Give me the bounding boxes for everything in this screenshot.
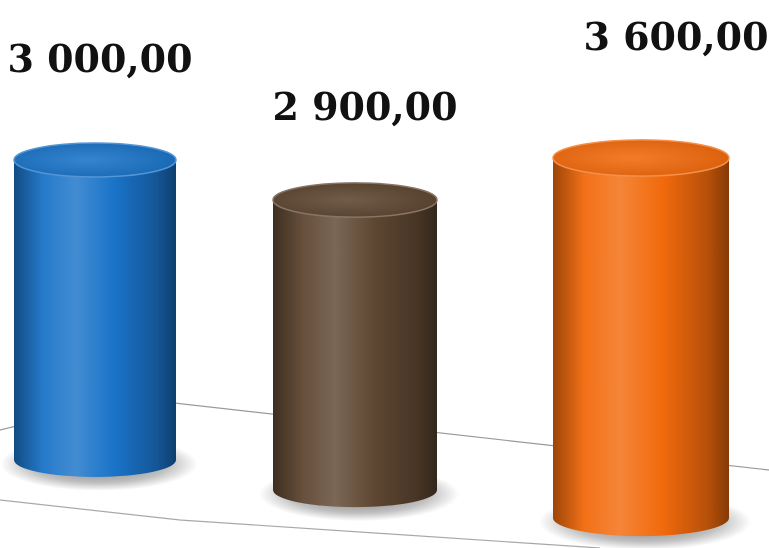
- bar-body: [553, 158, 729, 537]
- bar-1: [0, 142, 198, 491]
- bars: [0, 139, 751, 548]
- bar-top: [552, 139, 730, 177]
- bar-top: [272, 182, 438, 218]
- data-labels: 3 000,00 2 900,00 3 600,00: [7, 14, 768, 129]
- data-label-3: 3 600,00: [583, 14, 768, 59]
- floor-front-edge: [0, 499, 601, 548]
- bar-body: [273, 200, 437, 508]
- data-label-1: 3 000,00: [7, 36, 192, 81]
- data-label-2: 2 900,00: [272, 84, 457, 129]
- bar-top: [13, 142, 177, 178]
- bar-3: [539, 139, 751, 548]
- bar-2: [259, 182, 459, 522]
- bar-body: [14, 160, 177, 477]
